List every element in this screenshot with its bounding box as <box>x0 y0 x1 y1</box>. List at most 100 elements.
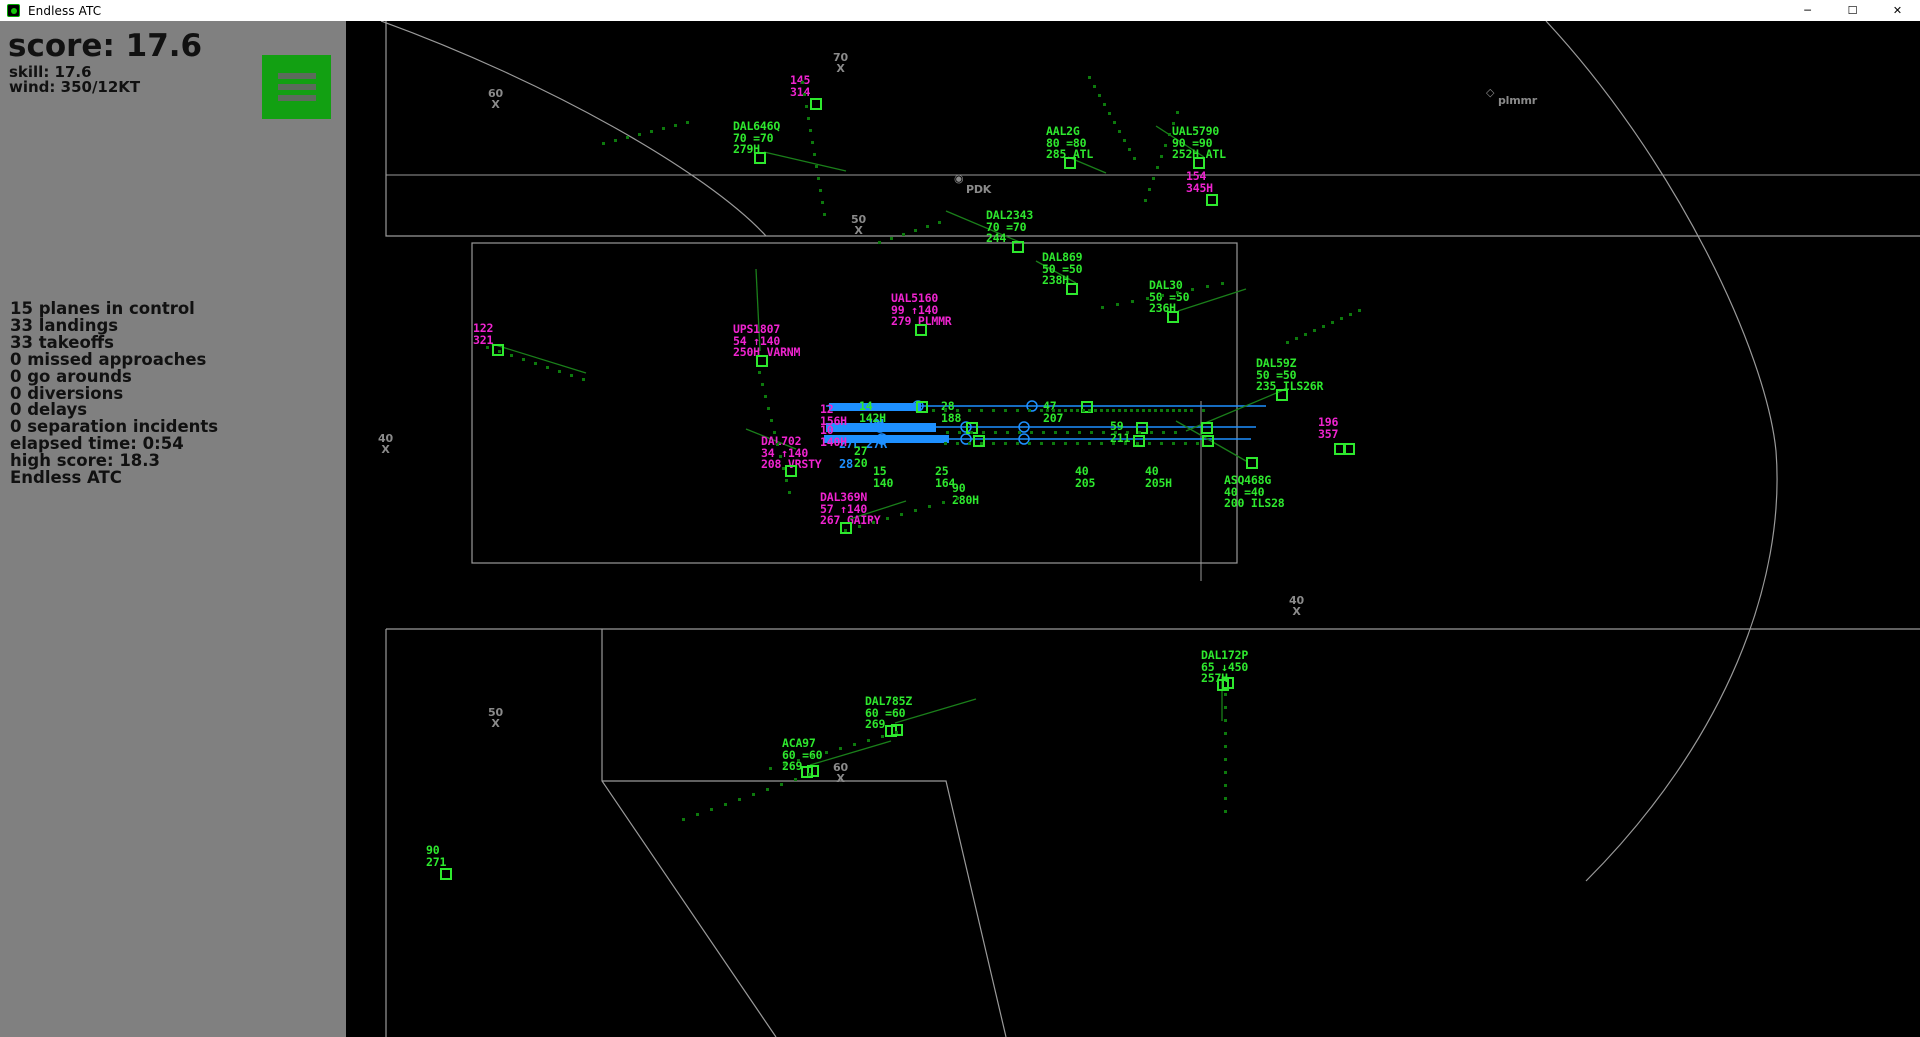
aircraft-blip[interactable] <box>1081 401 1093 413</box>
window-controls: ─ ☐ ✕ <box>1785 0 1920 21</box>
aircraft-blip[interactable] <box>1276 389 1288 401</box>
approach-tag[interactable]: 47 207 <box>1043 400 1063 424</box>
history-dot <box>839 747 842 750</box>
history-dot <box>766 788 769 791</box>
aircraft-route: 267 GAIRY <box>820 513 881 528</box>
aircraft-blip[interactable] <box>1334 443 1346 455</box>
approach-tag[interactable]: 90 280H <box>952 482 979 506</box>
aircraft-route: 236H <box>1149 301 1176 316</box>
aircraft-data-block[interactable]: DAL59Z 50 =50 235 ILS26R <box>1256 357 1323 393</box>
aircraft-blip[interactable] <box>1012 241 1024 253</box>
aircraft-blip[interactable] <box>1343 443 1355 455</box>
aircraft-blip[interactable] <box>891 724 903 736</box>
aircraft-blip[interactable] <box>1222 677 1234 689</box>
aircraft-blip[interactable] <box>807 765 819 777</box>
history-dot <box>1040 409 1043 412</box>
aircraft-blip[interactable] <box>840 522 852 534</box>
aircraft-blip[interactable] <box>440 868 452 880</box>
tag-speed: 164 <box>935 475 956 490</box>
aircraft-data-block[interactable]: DAL172P 65 ↓450 257H <box>1201 649 1248 685</box>
history-dot <box>1076 409 1079 412</box>
aircraft-blip[interactable] <box>1136 422 1148 434</box>
aircraft-data-block[interactable]: DAL702 34 ↑140 208 VRSTY <box>761 435 822 471</box>
approach-tag[interactable]: 25 164 <box>935 465 956 490</box>
aircraft-data-block[interactable]: DAL646Q 70 =70 279H <box>733 120 780 156</box>
history-dot <box>1191 288 1194 291</box>
aircraft-data-block[interactable]: 122 321 <box>473 322 493 346</box>
tag-altitude: 27 <box>854 444 868 458</box>
history-dot <box>1224 810 1227 813</box>
aircraft-data-block[interactable]: ASQ468G 40 =40 200 ILS28 <box>1224 474 1285 510</box>
approach-tag[interactable]: 10 140H <box>820 424 847 448</box>
history-dot <box>992 442 995 445</box>
aircraft-blip[interactable] <box>810 98 822 110</box>
history-dot <box>1148 409 1151 412</box>
radar-scope[interactable]: ◉ PDK ◇ plmmr 28L 27R 27L 28 70 X 60 X 60 … <box>346 21 1920 1037</box>
aircraft-blip[interactable] <box>1193 157 1205 169</box>
aircraft-blip[interactable] <box>492 344 504 356</box>
aircraft-data-block[interactable]: UAL5160 99 ↑140 279 PLMMR <box>891 292 952 328</box>
aircraft-blip[interactable] <box>754 152 766 164</box>
approach-tag[interactable]: 15 140 <box>873 465 893 489</box>
aircraft-blip[interactable] <box>1201 422 1213 434</box>
aircraft-data-block[interactable]: UPS1807 54 ↑140 250H VARNM <box>733 322 800 359</box>
approach-tag[interactable]: 27 20 <box>854 444 868 469</box>
aircraft-blip[interactable] <box>1167 311 1179 323</box>
aircraft-blip[interactable] <box>756 355 768 367</box>
history-dot <box>1090 431 1093 434</box>
aircraft-data-block[interactable]: 196 357 <box>1318 416 1338 440</box>
aircraft-callsign: UPS1807 <box>733 322 781 336</box>
aircraft-data-block[interactable]: 154 345H <box>1186 170 1213 194</box>
history-dot <box>914 229 917 232</box>
history-dot <box>1168 133 1171 136</box>
approach-tag[interactable]: 12 156H <box>820 403 847 428</box>
approach-tag[interactable]: 28 188 <box>941 400 961 424</box>
runway-label-28L: 28L <box>866 417 888 431</box>
aircraft-blip[interactable] <box>1064 157 1076 169</box>
approach-tag[interactable]: 40 205 <box>1075 465 1095 489</box>
history-dot <box>1172 409 1175 412</box>
runway-label-27R: 27R <box>866 437 888 451</box>
aircraft-data-block[interactable]: 145 314 <box>790 74 810 98</box>
history-dot <box>1114 431 1117 434</box>
menu-button[interactable] <box>262 55 331 119</box>
approach-tag[interactable]: 14 142H <box>859 400 886 424</box>
aircraft-blip[interactable] <box>973 435 985 447</box>
approach-tag[interactable]: 59 211 <box>1110 420 1130 444</box>
aircraft-data-block[interactable]: DAL785Z 60 =60 269 <box>865 695 912 731</box>
aircraft-data-block[interactable]: DAL2343 70 =70 244 <box>986 209 1033 245</box>
aircraft-blip[interactable] <box>1206 194 1218 206</box>
history-dot <box>1118 130 1121 133</box>
maximize-button[interactable]: ☐ <box>1847 4 1858 17</box>
aircraft-data-block[interactable]: UAL5790 90 =90 252H ATL <box>1172 125 1226 161</box>
aircraft-data-block[interactable]: 90 271 <box>426 844 446 868</box>
history-dot <box>1016 409 1019 412</box>
range-ring-marker: 60 X <box>488 87 503 111</box>
aircraft-data-block[interactable]: DAL869 50 =50 238H <box>1042 251 1083 287</box>
stat-line: 0 separation incidents <box>10 417 219 437</box>
aircraft-data-block[interactable]: DAL30 50 =50 236H <box>1149 279 1190 316</box>
aircraft-blip[interactable] <box>1133 435 1145 447</box>
aircraft-data-block[interactable]: AAL2G 80 =80 285 ATL <box>1046 125 1093 161</box>
approach-tag[interactable]: 40 205H <box>1145 465 1172 489</box>
aircraft-blip[interactable] <box>1066 283 1078 295</box>
aircraft-blip[interactable] <box>915 324 927 336</box>
minimize-button[interactable]: ─ <box>1804 4 1811 17</box>
aircraft-data-block[interactable]: DAL369N 57 ↑140 267 GAIRY <box>820 491 881 528</box>
close-button[interactable]: ✕ <box>1892 4 1903 17</box>
window-titlebar: Endless ATC ─ ☐ ✕ <box>0 0 1920 21</box>
tag-speed: 156H <box>820 413 847 428</box>
history-dot <box>878 241 881 244</box>
history-dot <box>926 225 929 228</box>
navaid-icon: ◇ <box>1486 86 1495 99</box>
history-dot <box>761 383 764 386</box>
aircraft-route: 269 <box>782 759 803 774</box>
aircraft-blip[interactable] <box>785 465 797 477</box>
history-dot <box>1133 157 1136 160</box>
aircraft-blip[interactable] <box>916 401 928 413</box>
aircraft-blip[interactable] <box>1246 457 1258 469</box>
aircraft-data-block[interactable]: ACA97 60 =60 269 <box>782 737 823 774</box>
aircraft-blip[interactable] <box>1202 435 1214 447</box>
history-dot <box>782 467 785 470</box>
history-dot <box>1004 442 1007 445</box>
